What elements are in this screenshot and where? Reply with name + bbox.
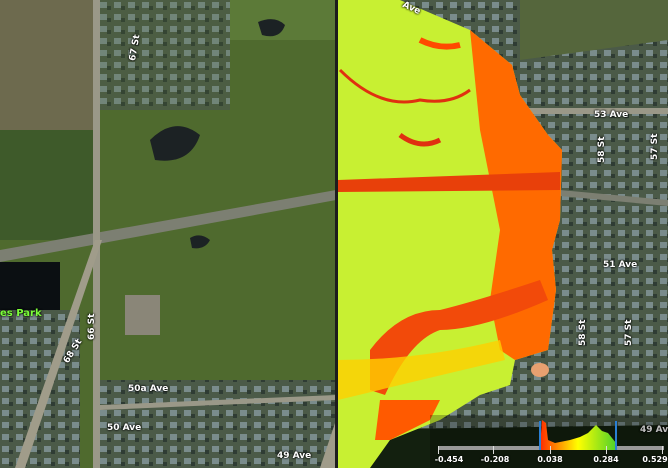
legend-tick: 0.284 <box>593 455 619 464</box>
park-label: es Park <box>0 308 42 319</box>
street-label-49-ave-right: 49 Ave <box>640 425 668 435</box>
histogram-shape <box>540 420 616 448</box>
range-min-handle[interactable] <box>539 421 541 450</box>
street-label-58-st-top: 58 St <box>597 136 607 163</box>
street-label-57-st-bottom: 57 St <box>624 319 634 346</box>
street-label-49-ave-left: 49 Ave <box>277 451 312 461</box>
legend-tick: 0.038 <box>537 455 563 464</box>
legend-tick: 0.529 <box>642 455 668 464</box>
street-label-51-ave: 51 Ave <box>603 260 638 270</box>
selected-range-bar <box>540 446 616 450</box>
comparison-divider-handle[interactable] <box>335 0 338 468</box>
legend-tick: -0.208 <box>480 455 510 464</box>
legend-tick: -0.454 <box>434 455 464 464</box>
street-label-50a-ave: 50a Ave <box>128 384 169 394</box>
ndvi-overlay <box>338 0 562 468</box>
satellite-imagery <box>0 0 336 468</box>
street-label-50-ave: 50 Ave <box>107 423 142 433</box>
street-label-57-st-top: 57 St <box>650 133 660 160</box>
street-label-53-ave: 53 Ave <box>594 110 629 120</box>
street-label-58-st-bottom: 58 St <box>578 319 588 346</box>
range-max-handle[interactable] <box>615 421 617 450</box>
street-label-66-st: 66 St <box>87 313 97 340</box>
